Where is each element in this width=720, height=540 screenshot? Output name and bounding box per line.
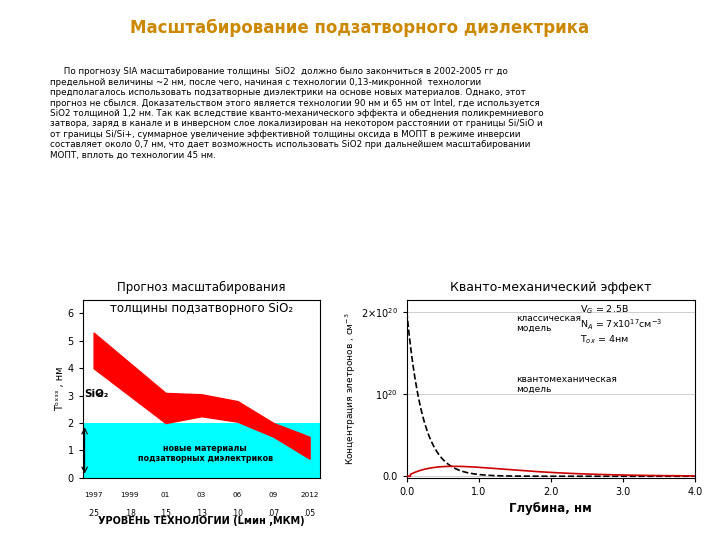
Text: .15: .15 <box>160 509 171 518</box>
Y-axis label: Tᵒˣᶟᶟ , нм: Tᵒˣᶟᶟ , нм <box>55 367 65 411</box>
Text: квантомеханическая
модель: квантомеханическая модель <box>516 375 617 394</box>
Text: УРОВЕНЬ ТЕХНОЛОГИИ (Lмин ,МКМ): УРОВЕНЬ ТЕХНОЛОГИИ (Lмин ,МКМ) <box>99 516 305 526</box>
Text: 1999: 1999 <box>120 491 139 497</box>
Text: Прогноз масштабирования: Прогноз масштабирования <box>117 281 286 294</box>
Text: .10: .10 <box>232 509 243 518</box>
Text: 1997: 1997 <box>84 491 103 497</box>
Text: V$_G$ = 2.5В
N$_A$ = 7x10$^{17}$см$^{-3}$
T$_{ox}$ = 4нм: V$_G$ = 2.5В N$_A$ = 7x10$^{17}$см$^{-3}… <box>580 303 662 346</box>
Text: SiO₂: SiO₂ <box>85 389 109 399</box>
Text: толщины подзатворного SiO₂: толщины подзатворного SiO₂ <box>110 302 293 315</box>
Bar <box>83 286 320 423</box>
Text: классическая
модель: классическая модель <box>516 314 581 333</box>
Text: новые материалы
подзатворных диэлектриков: новые материалы подзатворных диэлектрико… <box>138 443 273 463</box>
Text: .07: .07 <box>268 509 279 518</box>
Y-axis label: Концентрация элетронов , см$^{-3}$: Концентрация элетронов , см$^{-3}$ <box>343 313 358 465</box>
Text: .18: .18 <box>124 509 135 518</box>
Text: 03: 03 <box>197 491 206 497</box>
Text: .05: .05 <box>304 509 315 518</box>
Text: По прогнозу SIA масштабирование толщины  SiO2  должно было закончиться в 2002-20: По прогнозу SIA масштабирование толщины … <box>50 68 544 160</box>
Text: Масштабирование подзатворного диэлектрика: Масштабирование подзатворного диэлектрик… <box>130 19 590 37</box>
Text: 09: 09 <box>269 491 278 497</box>
Text: .25: .25 <box>88 509 99 518</box>
Text: 06: 06 <box>233 491 242 497</box>
Text: 01: 01 <box>161 491 170 497</box>
Text: Кванто-механический эффект: Кванто-механический эффект <box>450 281 652 294</box>
X-axis label: Глубина, нм: Глубина, нм <box>510 503 592 516</box>
Text: .13: .13 <box>196 509 207 518</box>
Text: 2012: 2012 <box>300 491 319 497</box>
